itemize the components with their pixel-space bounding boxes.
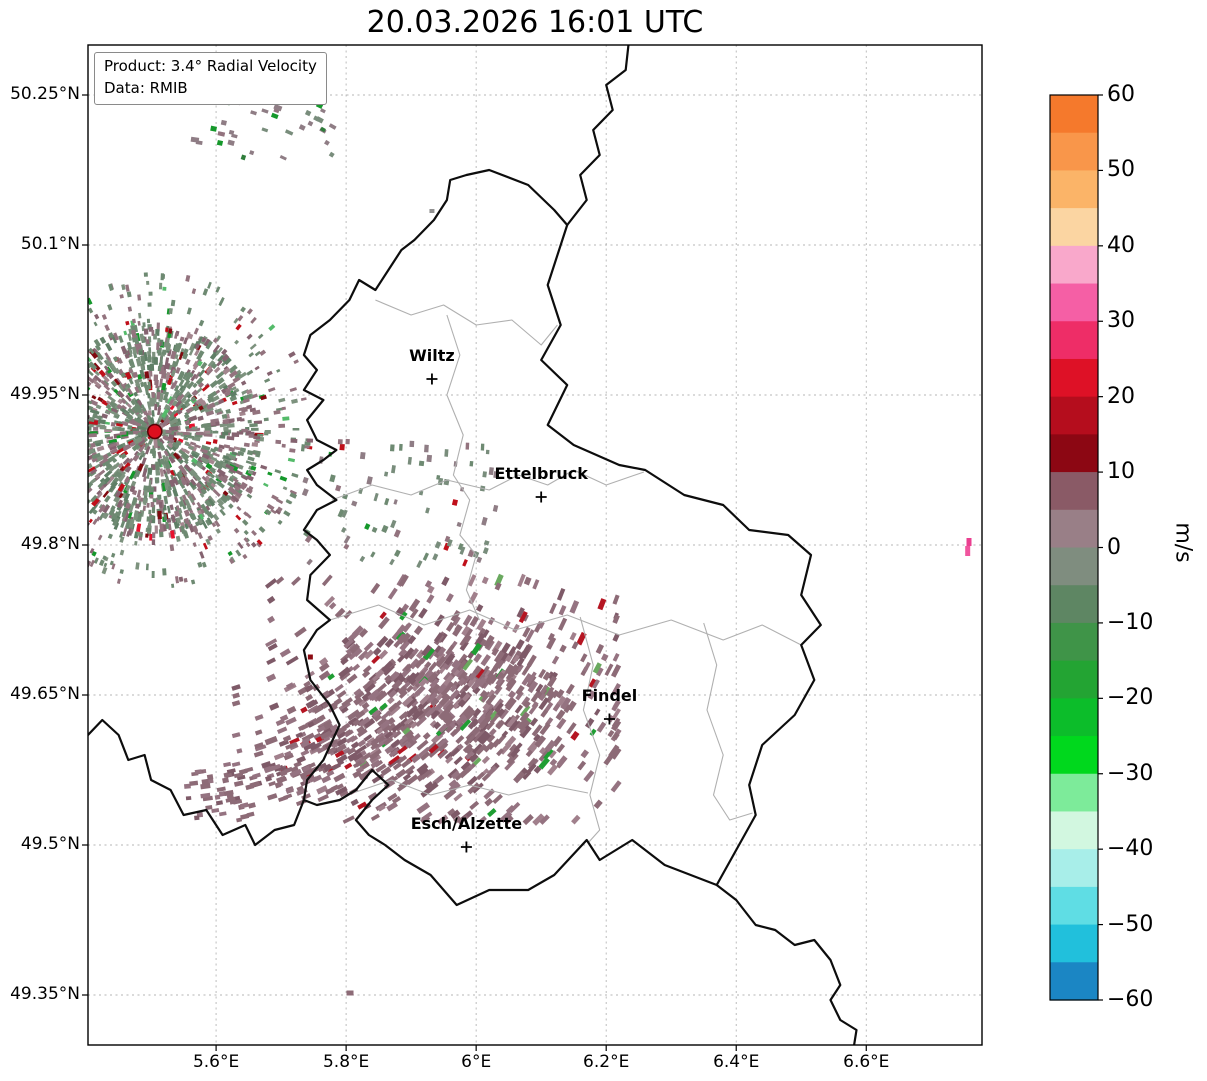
echo-cluster-clutter-halo bbox=[88, 272, 314, 588]
info-box-source-line: Data: RMIB bbox=[104, 78, 188, 97]
country-borders bbox=[88, 45, 858, 1045]
info-box-product-line: Product: 3.4° Radial Velocity bbox=[104, 57, 317, 75]
city-marker-esch-alzette bbox=[460, 841, 472, 853]
city-marker-ettelbruck bbox=[535, 491, 547, 503]
echo-cluster-precip-sw bbox=[216, 742, 345, 818]
radar-echo-layer bbox=[88, 97, 972, 996]
colorbar-ticks bbox=[1098, 94, 1103, 1001]
city-marker-findel bbox=[603, 713, 615, 725]
city-marker-wiltz bbox=[426, 373, 438, 385]
echo-cluster-isolated-pixels bbox=[307, 209, 972, 996]
neighbor-border bbox=[566, 45, 630, 227]
radar-site-marker bbox=[147, 423, 163, 440]
echo-cluster-northwest-scatter bbox=[190, 97, 337, 161]
echo-cluster-sw-patch bbox=[184, 768, 255, 823]
axis-ticks bbox=[82, 94, 867, 1051]
echo-cluster-precip-main bbox=[264, 573, 622, 826]
echo-cluster-precip-west bbox=[231, 683, 449, 807]
district-boundaries bbox=[329, 299, 802, 844]
neighbor-border bbox=[88, 718, 305, 847]
gridlines bbox=[88, 45, 982, 1045]
echo-cluster-mid-scatter bbox=[300, 438, 499, 569]
plot-title: 20.03.2026 16:01 UTC bbox=[366, 5, 704, 40]
colorbar bbox=[1049, 94, 1103, 1001]
colorbar-unit-label: m/s bbox=[1170, 522, 1196, 563]
luxembourg-border bbox=[302, 168, 822, 907]
city-markers bbox=[426, 373, 615, 853]
info-box: Product: 3.4° Radial Velocity Data: RMIB bbox=[94, 52, 327, 105]
neighbor-border bbox=[715, 883, 858, 1045]
echo-cluster-clutter-core bbox=[88, 322, 265, 541]
